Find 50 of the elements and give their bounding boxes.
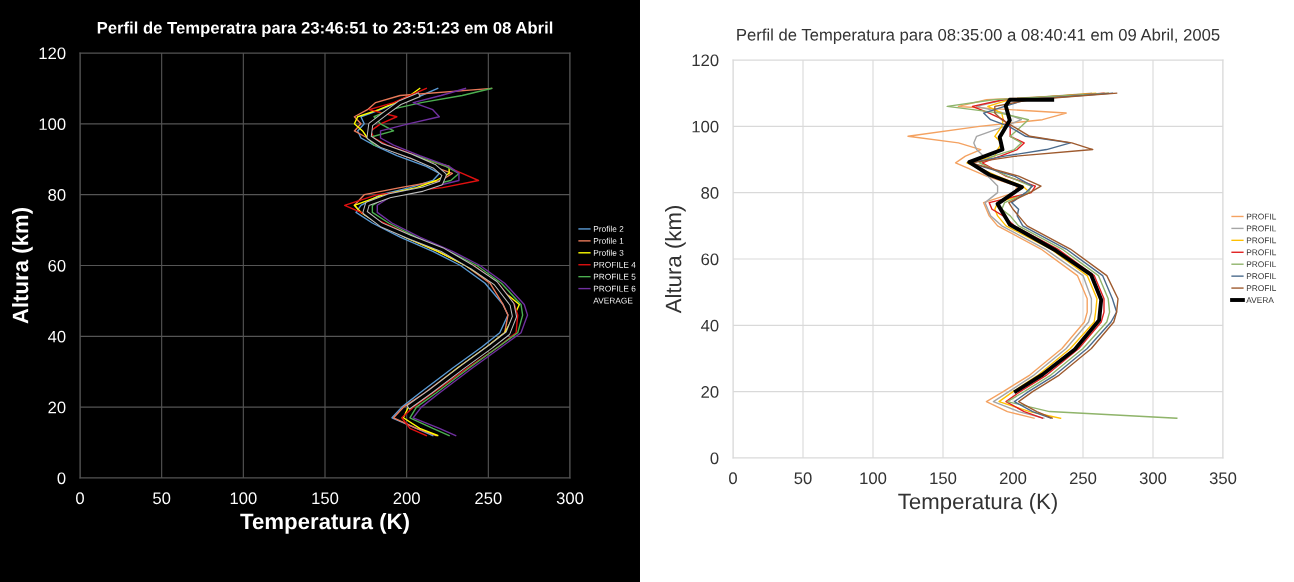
legend-label: Profile 2 — [593, 225, 624, 232]
legend-label: PROFILE 5 — [593, 273, 636, 280]
chart-title: Perfil de Temperatra para 23:46:51 to 23:51:23 em 08 Abril — [97, 21, 553, 38]
y-tick-label: 20 — [48, 401, 66, 414]
y-tick-label: 80 — [48, 189, 66, 201]
legend-label: PROFIL — [1246, 225, 1277, 232]
legend-label: Profile 3 — [593, 249, 624, 256]
legend-label: Profile 1 — [593, 237, 624, 244]
x-tick-label: 200 — [999, 472, 1027, 485]
legend-label: PROFIL — [1246, 285, 1277, 292]
x-tick-label: 100 — [860, 472, 887, 485]
y-tick-label: 60 — [48, 259, 66, 272]
y-tick-label: 40 — [700, 319, 719, 332]
legend-label: PROFIL — [1246, 213, 1277, 220]
x-tick-label: 300 — [556, 492, 584, 505]
line-series — [946, 92, 1178, 419]
y-tick-label: 80 — [701, 187, 719, 199]
legend-label: PROFIL — [1246, 273, 1277, 280]
y-tick-label: 20 — [701, 386, 719, 398]
legend-label: PROFILE 6 — [593, 285, 636, 292]
x-tick-label: 250 — [1069, 472, 1097, 485]
x-tick-label: 250 — [475, 492, 502, 505]
legend-label: AVERA — [1246, 297, 1274, 303]
text: AVERAGE — [593, 297, 633, 304]
y-tick-label: 120 — [39, 47, 66, 60]
legend-label: PROFILE 4 — [593, 261, 636, 268]
x-tick-label: 150 — [312, 492, 339, 505]
y-tick-label: 100 — [692, 120, 719, 133]
x-tick-label: 100 — [230, 492, 257, 505]
y-tick-label: 120 — [692, 54, 719, 67]
chart-title: Perfil de Temperatura para 08:35:00 a 08:40:41 em 09 Abril, 2005 — [737, 28, 1220, 45]
x-tick-label: 0 — [76, 492, 84, 505]
y-tick-label: 40 — [47, 330, 66, 343]
x-tick-label: 350 — [1209, 472, 1237, 485]
x-tick-label: 0 — [729, 472, 737, 485]
y-tick-label: 60 — [701, 253, 719, 266]
legend-label: PROFIL — [1246, 237, 1277, 244]
y-tick-label: 100 — [39, 118, 66, 131]
x-tick-label: 300 — [1139, 472, 1167, 485]
x-tick-label: 50 — [153, 492, 171, 505]
y-axis-title: Altura (km) — [12, 207, 33, 324]
y-axis-title: Altura (km) — [665, 206, 686, 314]
x-axis-title: Temperatura (K) — [898, 492, 1057, 514]
x-tick-label: 200 — [393, 492, 420, 505]
legend-label: PROFIL — [1246, 261, 1277, 268]
y-tick-label: 0 — [710, 452, 719, 465]
x-tick-label: 50 — [794, 472, 812, 485]
x-axis-title: Temperatura (K) — [240, 512, 409, 534]
x-tick-label: 150 — [930, 472, 957, 485]
legend-label: PROFIL — [1246, 249, 1277, 256]
